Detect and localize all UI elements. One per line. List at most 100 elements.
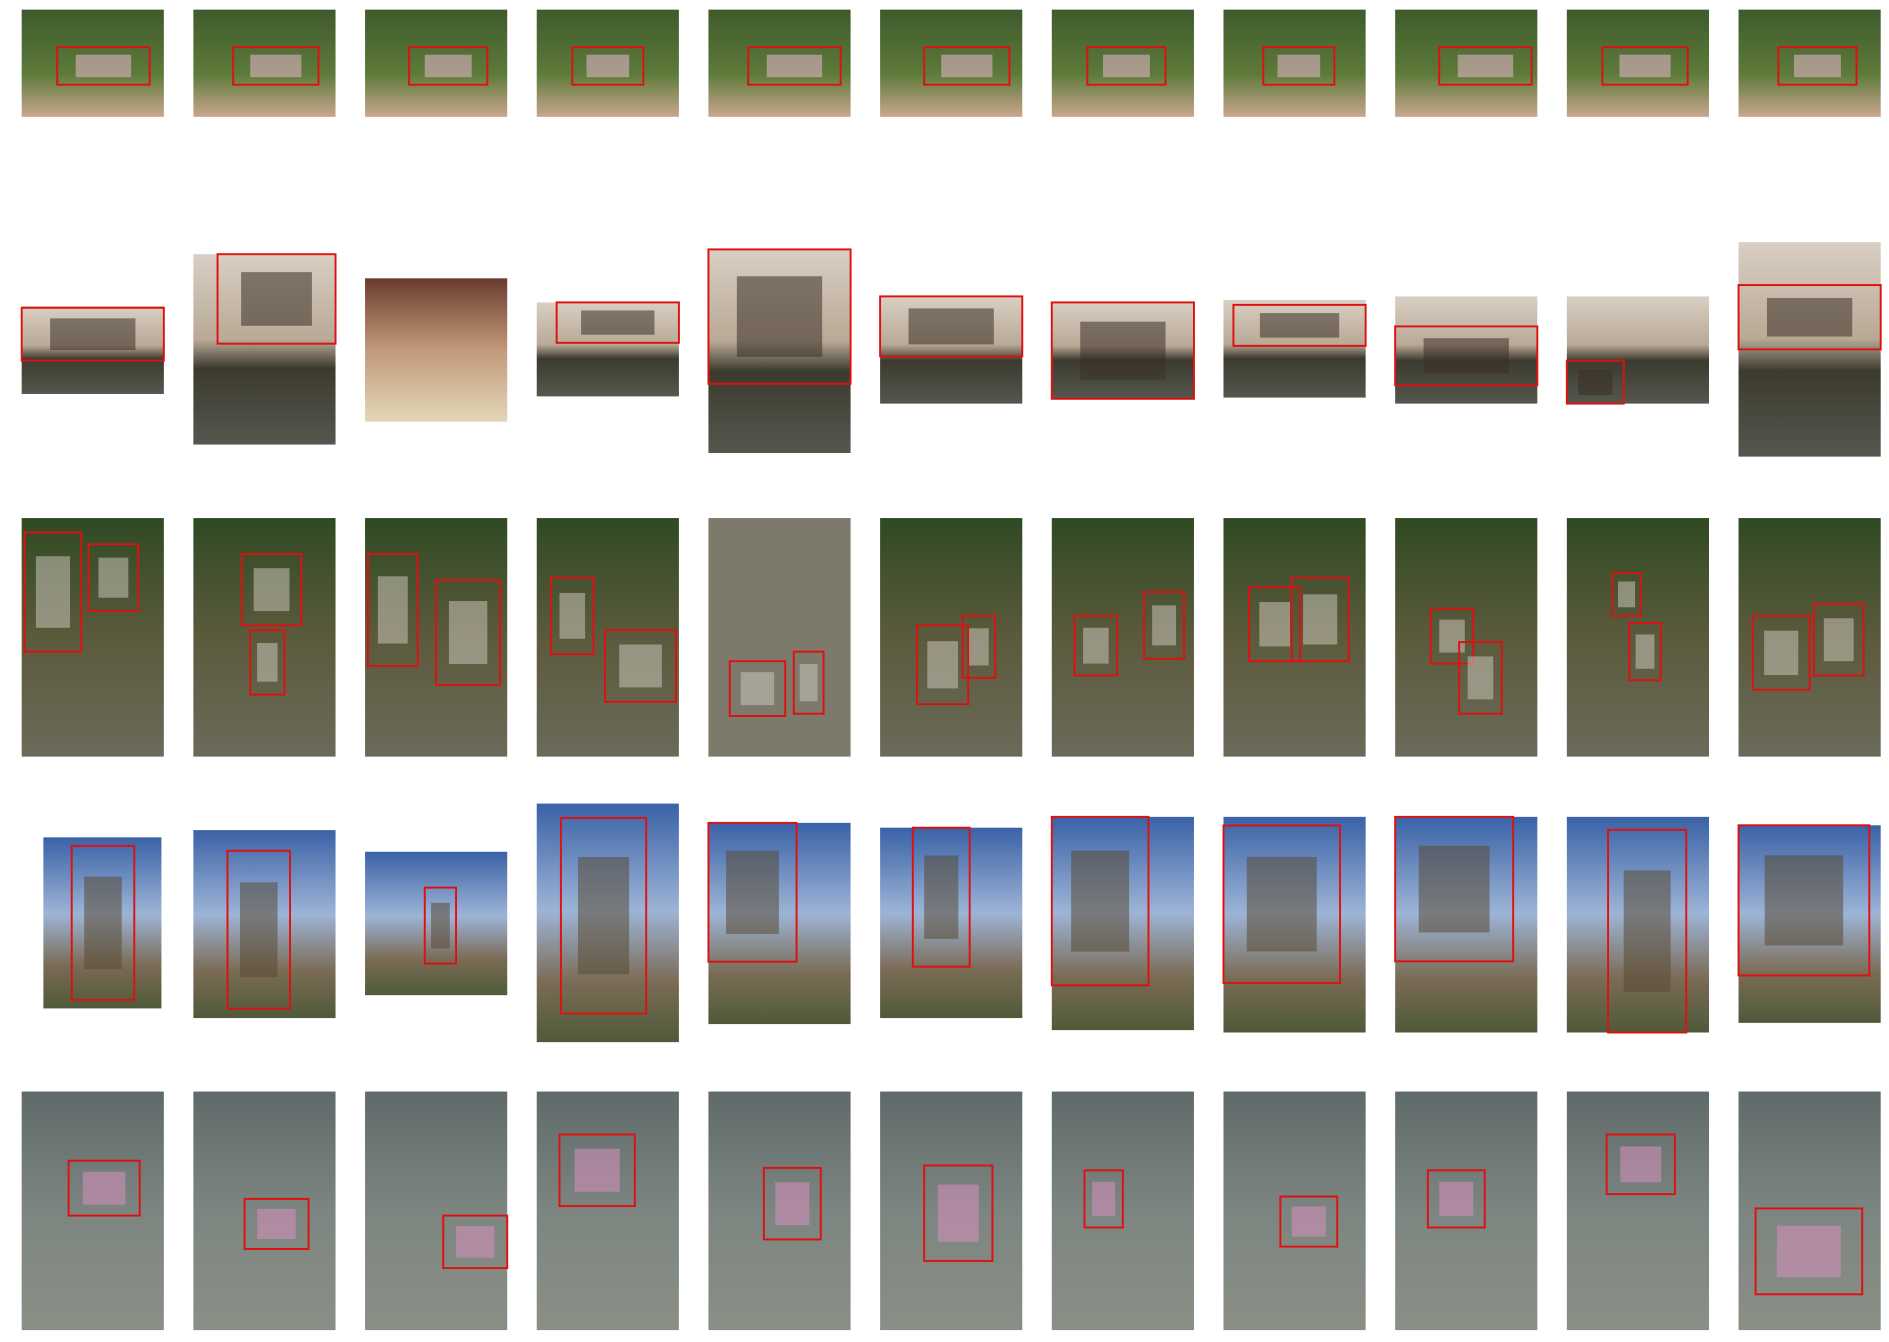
photo — [880, 518, 1023, 757]
bounding-box — [1232, 303, 1367, 347]
thumbnail — [21, 1091, 164, 1331]
thumbnail — [1737, 824, 1881, 1023]
thumbnail — [21, 9, 164, 117]
thumbnail — [1395, 1091, 1538, 1331]
bounding-box — [87, 543, 140, 613]
bounding-box — [1737, 824, 1871, 977]
photo — [1223, 518, 1366, 757]
bounding-box — [1143, 591, 1185, 660]
subject — [241, 272, 312, 326]
subject — [908, 308, 994, 345]
bounding-box — [559, 816, 648, 1015]
thumbnail — [708, 1091, 851, 1331]
thumbnail — [1222, 816, 1366, 1033]
subject — [1071, 850, 1130, 952]
subject — [1793, 54, 1841, 78]
subject — [1620, 1146, 1662, 1183]
bounding-box — [1262, 46, 1336, 86]
photo — [193, 518, 336, 757]
bounding-box — [762, 1166, 822, 1241]
thumbnail — [1050, 815, 1194, 1031]
subject — [1083, 627, 1109, 664]
bounding-box — [728, 660, 787, 718]
photo — [21, 518, 164, 757]
thumbnail — [1223, 518, 1366, 757]
subject — [1291, 1206, 1326, 1237]
subject — [941, 54, 993, 78]
subject — [82, 1171, 126, 1205]
bounding-box — [1290, 576, 1350, 663]
subject — [1246, 856, 1317, 952]
bounding-box — [1438, 46, 1533, 86]
subject — [619, 644, 662, 688]
thumbnail — [193, 253, 337, 445]
thumbnail — [536, 1091, 679, 1331]
subject — [559, 592, 586, 639]
subject — [1080, 321, 1166, 380]
subject — [1619, 54, 1671, 78]
subject — [1764, 630, 1799, 676]
thumbnail — [193, 830, 336, 1019]
subject — [927, 641, 959, 689]
subject — [1303, 594, 1338, 645]
thumbnail — [536, 301, 680, 397]
photo — [1395, 518, 1538, 757]
bounding-box — [366, 552, 419, 667]
bounding-box — [1458, 641, 1503, 715]
subject — [1776, 1225, 1841, 1278]
bounding-box — [549, 576, 595, 656]
thumbnail — [1394, 815, 1538, 1033]
thumbnail — [1051, 9, 1194, 117]
photo — [1566, 1091, 1710, 1331]
subject — [240, 882, 278, 978]
thumbnail — [880, 9, 1023, 117]
bounding-box — [604, 629, 678, 703]
thumbnail — [21, 518, 164, 757]
thumbnail — [193, 9, 336, 117]
bounding-box — [70, 844, 136, 1001]
bounding-box — [423, 886, 458, 965]
bounding-box — [1394, 815, 1515, 963]
subject — [1467, 656, 1494, 700]
subject — [35, 556, 71, 628]
subject — [257, 643, 278, 682]
thumbnail — [365, 278, 508, 422]
bounding-box — [1279, 1195, 1339, 1248]
subject — [1764, 855, 1844, 946]
bounding-box — [916, 624, 970, 706]
thumbnail — [365, 1091, 509, 1331]
subject — [250, 54, 302, 78]
bounding-box — [961, 614, 997, 679]
thumbnail — [193, 1091, 336, 1331]
thumbnail — [1395, 9, 1538, 117]
thumbnail — [1566, 9, 1710, 117]
bounding-box — [1083, 1169, 1124, 1229]
thumbnail — [707, 821, 851, 1025]
thumbnail — [1223, 9, 1366, 117]
thumbnail — [708, 9, 851, 117]
bounding-box — [1565, 359, 1625, 405]
photo — [365, 1091, 508, 1331]
bounding-box — [747, 46, 842, 86]
subject — [577, 857, 630, 975]
bounding-box — [1073, 614, 1119, 677]
subject — [1152, 605, 1177, 646]
subject — [736, 276, 823, 357]
thumbnail — [1566, 1091, 1710, 1331]
bounding-box — [1754, 1207, 1864, 1296]
thumbnail — [1394, 296, 1539, 404]
thumbnail — [1051, 518, 1194, 757]
subject — [1618, 581, 1636, 608]
subject — [740, 672, 775, 706]
photo — [1738, 1091, 1881, 1331]
thumbnail — [1566, 816, 1710, 1034]
subject — [50, 318, 136, 350]
cells — [20, 9, 1882, 1331]
thumbnail — [365, 518, 508, 757]
bounding-box — [1426, 1169, 1486, 1229]
subject — [75, 54, 132, 78]
bounding-box — [20, 306, 165, 362]
bounding-box — [216, 253, 337, 345]
subject — [799, 664, 818, 702]
